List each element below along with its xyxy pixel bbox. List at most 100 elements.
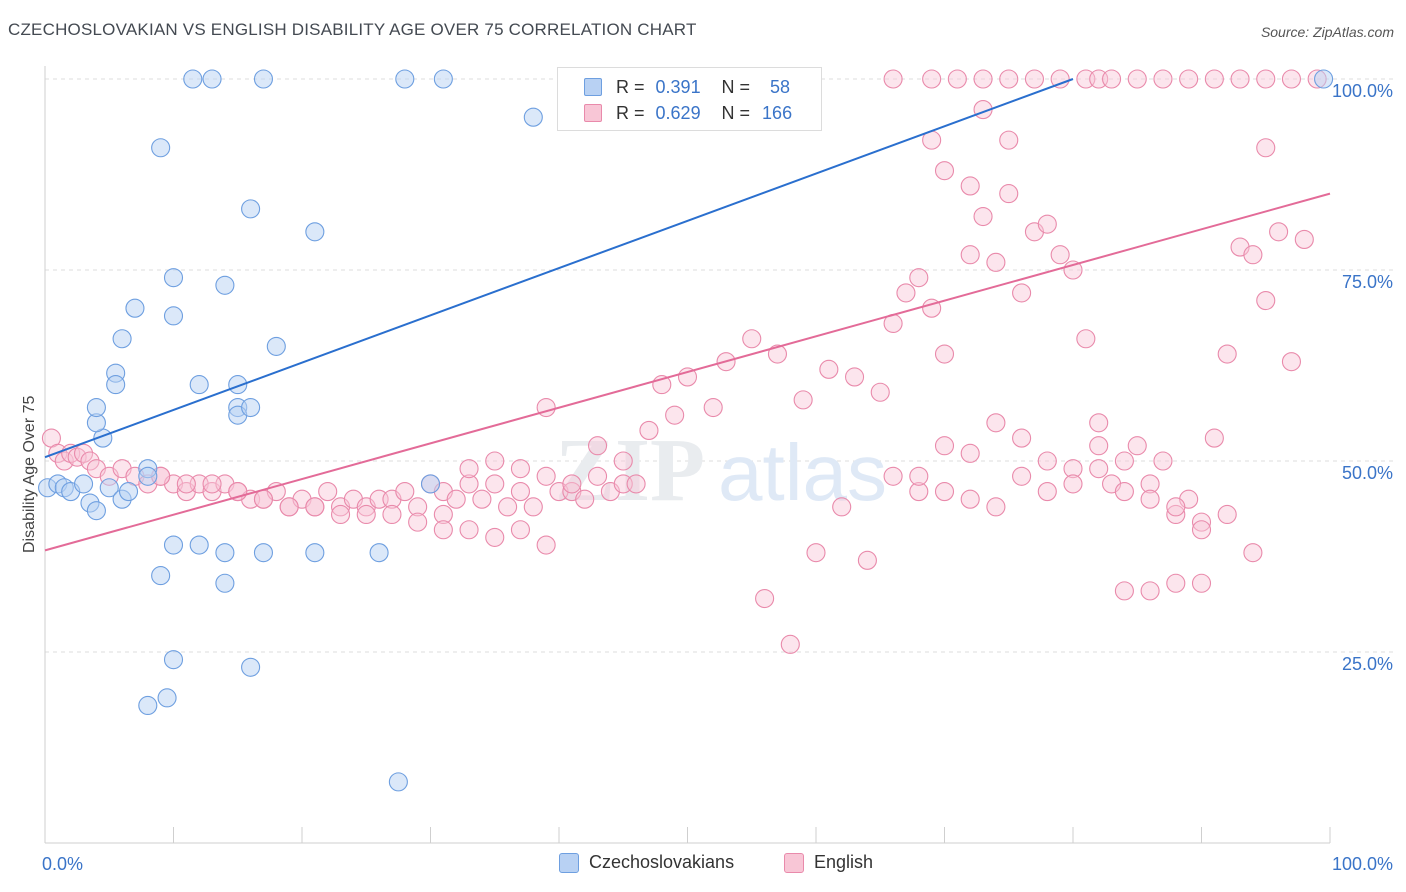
english-point <box>305 497 325 517</box>
english-point <box>1191 512 1212 532</box>
english-point <box>510 482 531 502</box>
english-point <box>408 512 428 532</box>
legend-r-value: 0.629 <box>655 102 701 123</box>
czechoslovakian-point <box>112 329 132 349</box>
english-point <box>1191 573 1212 593</box>
english-point <box>755 588 775 609</box>
english-point <box>960 443 980 463</box>
english-point <box>973 69 993 89</box>
english-point <box>1037 482 1057 502</box>
english-point <box>1114 451 1134 471</box>
bottom-legend-label: English <box>814 852 874 872</box>
english-trend-line <box>44 192 1331 552</box>
y-axis-label: Disability Age Over 75 <box>21 395 38 553</box>
english-point <box>780 634 800 654</box>
czechoslovakian-point <box>241 657 261 677</box>
trend-lines <box>44 78 1331 552</box>
english-point <box>587 466 608 486</box>
english-point <box>883 69 903 89</box>
english-point <box>1140 581 1160 601</box>
english-point <box>472 489 492 509</box>
czechoslovakian-point <box>215 573 235 593</box>
legend-n-label: N = <box>721 102 751 123</box>
legend-r-value: 0.391 <box>655 76 701 97</box>
english-point <box>999 184 1019 204</box>
english-point <box>1256 69 1276 89</box>
czechoslovakian-point <box>1314 69 1334 89</box>
watermark-zip: ZIP <box>555 421 705 520</box>
english-point <box>202 474 222 494</box>
english-point <box>1012 283 1032 303</box>
english-point <box>536 535 556 555</box>
watermark: ZIP atlas <box>555 421 887 520</box>
english-point <box>575 489 595 509</box>
chart-title: CZECHOSLOVAKIAN VS ENGLISH DISABILITY AG… <box>8 20 697 39</box>
czechoslovakian-point <box>369 543 389 563</box>
english-point <box>1166 504 1186 525</box>
czechoslovakian-point <box>138 466 158 486</box>
english-point <box>934 344 955 364</box>
english-point <box>1063 459 1083 479</box>
english-point <box>947 69 967 89</box>
english-point <box>960 176 980 196</box>
english-point <box>330 504 351 525</box>
english-point <box>408 497 428 517</box>
czechoslovakian-point <box>86 501 106 521</box>
english-point <box>1230 69 1250 89</box>
english-point <box>1012 466 1032 486</box>
english-point <box>999 130 1019 150</box>
english-point <box>1012 428 1032 448</box>
english-point <box>909 268 929 288</box>
x-tick-label: 100.0% <box>1332 854 1393 874</box>
czechoslovakian-point <box>305 222 325 242</box>
english-point <box>1243 543 1263 563</box>
english-point <box>510 459 531 479</box>
english-point <box>1089 413 1109 433</box>
english-point <box>639 420 659 440</box>
english-point <box>793 390 813 410</box>
english-point <box>1127 69 1147 89</box>
english-point <box>1102 69 1122 89</box>
english-point <box>806 543 826 563</box>
czechoslovakian-point <box>106 375 126 395</box>
english-point <box>934 482 955 502</box>
english-point <box>934 161 955 181</box>
czechoslovakian-point <box>241 199 261 219</box>
czechoslovakian-point <box>388 772 408 792</box>
english-point <box>742 329 762 349</box>
czechoslovakian-point <box>241 397 261 418</box>
czechoslovakian-point <box>86 397 106 418</box>
english-point <box>1217 344 1237 364</box>
czechoslovakian-point <box>395 69 415 89</box>
bottom-legend-czechoslovakians: Czechoslovakians <box>559 852 734 873</box>
english-point <box>1256 291 1276 311</box>
english-point <box>562 474 582 494</box>
english-point <box>523 497 543 517</box>
legend-row-czechoslovakians: R = 0.391 N = 58 <box>584 75 790 99</box>
english-point <box>1166 573 1186 593</box>
english-point <box>279 497 299 517</box>
english-point <box>318 482 338 502</box>
english-point <box>1166 497 1186 517</box>
axes <box>44 66 1331 844</box>
english-point <box>870 382 890 402</box>
english-point <box>844 367 865 387</box>
czechoslovakian-point <box>99 478 119 498</box>
bottom-legend-english: English <box>784 852 873 873</box>
english-point <box>1204 428 1224 448</box>
english-point <box>613 451 633 471</box>
czechoslovakian-point <box>266 336 286 356</box>
english-point <box>1089 436 1109 456</box>
english-point <box>459 474 479 494</box>
english-point <box>986 252 1006 272</box>
y-tick-label: 75.0% <box>1342 272 1393 292</box>
english-point <box>1024 69 1044 89</box>
english-point <box>832 497 852 517</box>
english-point <box>1191 520 1212 540</box>
english-point <box>395 482 415 502</box>
english-point <box>665 405 685 425</box>
watermark-atlas: atlas <box>718 428 887 517</box>
czechoslovakian-point <box>523 107 543 127</box>
english-point <box>1179 69 1199 89</box>
